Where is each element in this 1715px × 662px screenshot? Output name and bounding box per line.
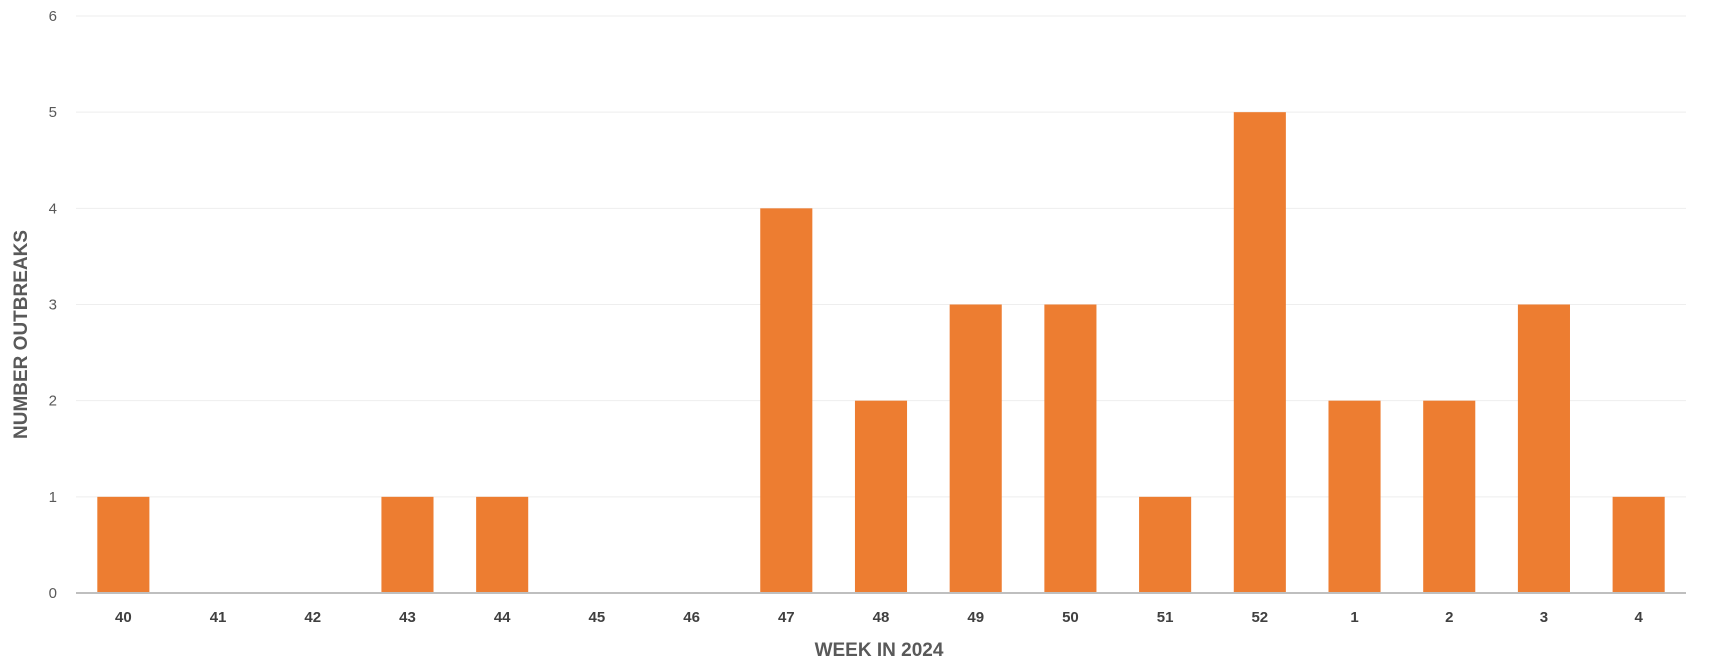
bar xyxy=(1517,304,1570,593)
x-tick-label: 49 xyxy=(967,609,984,626)
x-tick-label: 45 xyxy=(589,609,606,626)
bar xyxy=(1233,112,1286,594)
bar xyxy=(1044,304,1097,593)
y-tick-label: 0 xyxy=(49,585,57,602)
x-tick-label: 40 xyxy=(115,609,132,626)
bar xyxy=(1612,496,1665,593)
y-tick-label: 5 xyxy=(49,104,57,121)
x-tick-label: 46 xyxy=(683,609,700,626)
y-tick-label: 1 xyxy=(49,489,57,506)
bar xyxy=(760,208,813,594)
bar xyxy=(854,400,908,593)
y-axis-title: NUMBER OUTBREAKS xyxy=(11,230,32,439)
x-tick-label: 48 xyxy=(873,609,890,626)
y-tick-label: 6 xyxy=(49,8,57,25)
x-tick-label: 4 xyxy=(1634,609,1643,626)
x-tick-label: 3 xyxy=(1540,609,1548,626)
bar xyxy=(381,496,434,593)
x-tick-label: 43 xyxy=(399,609,416,626)
x-tick-label: 41 xyxy=(210,609,227,626)
y-tick-label: 3 xyxy=(49,297,57,314)
x-axis-ticks: 40 41 42 43 44 45 46 47 48 49 50 51 52 1 2 3 4 xyxy=(115,609,1643,626)
bar xyxy=(1328,400,1381,593)
x-tick-label: 47 xyxy=(778,609,795,626)
y-tick-label: 4 xyxy=(49,200,57,217)
bar xyxy=(476,496,529,593)
gridlines xyxy=(76,15,1686,498)
bars xyxy=(97,112,1665,594)
x-tick-label: 44 xyxy=(494,609,511,626)
bar xyxy=(949,304,1002,593)
x-tick-label: 52 xyxy=(1251,609,1268,626)
bar xyxy=(1139,496,1192,593)
x-tick-label: 50 xyxy=(1062,609,1079,626)
x-tick-label: 51 xyxy=(1157,609,1174,626)
x-axis-title: WEEK IN 2024 xyxy=(815,640,944,661)
bar xyxy=(97,496,150,593)
bar xyxy=(1423,400,1476,593)
y-tick-label: 2 xyxy=(49,393,57,410)
x-tick-label: 1 xyxy=(1350,609,1358,626)
y-axis-ticks: 0 1 2 3 4 5 6 xyxy=(49,8,57,602)
x-tick-label: 42 xyxy=(304,609,321,626)
x-tick-label: 2 xyxy=(1445,609,1453,626)
